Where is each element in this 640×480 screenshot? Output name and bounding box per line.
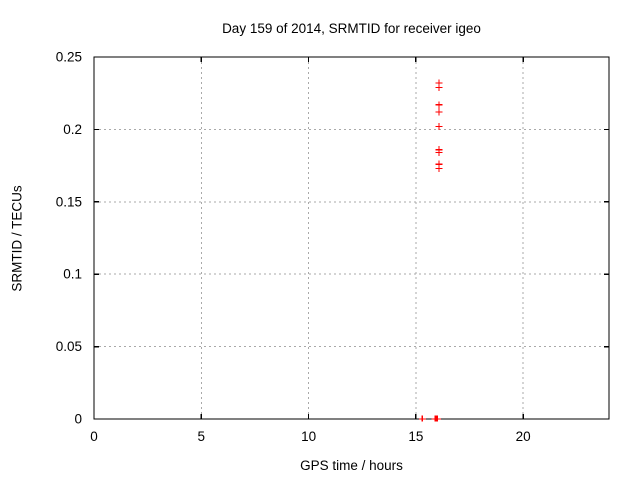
y-tick-label: 0.25 (56, 50, 82, 65)
y-axis-label-container: SRMTID / TECUs (0, 57, 34, 419)
data-point-marker (435, 83, 443, 91)
x-tick-label: 5 (198, 429, 206, 444)
chart-title: Day 159 of 2014, SRMTID for receiver ige… (222, 21, 481, 36)
y-tick-label: 0 (74, 412, 82, 427)
x-tick-label: 0 (90, 429, 98, 444)
y-tick-label: 0.15 (56, 194, 82, 209)
data-point-marker (435, 164, 443, 172)
x-axis-label: GPS time / hours (300, 458, 403, 473)
y-axis-label: SRMTID / TECUs (9, 184, 25, 292)
x-tick-label: 15 (408, 429, 423, 444)
y-tick-label: 0.2 (63, 122, 82, 137)
x-tick-label: 20 (516, 429, 531, 444)
data-point-marker (418, 415, 426, 422)
data-points (418, 79, 443, 422)
y-tick-label: 0.05 (56, 339, 82, 354)
data-point-marker (433, 415, 441, 422)
x-tick-label: 10 (301, 429, 316, 444)
y-tick-label: 0.1 (63, 267, 82, 282)
data-point-marker (435, 108, 443, 116)
data-point-marker (435, 149, 443, 157)
plot-border (93, 56, 610, 420)
data-point-marker (435, 101, 443, 109)
data-point-marker (435, 123, 443, 131)
